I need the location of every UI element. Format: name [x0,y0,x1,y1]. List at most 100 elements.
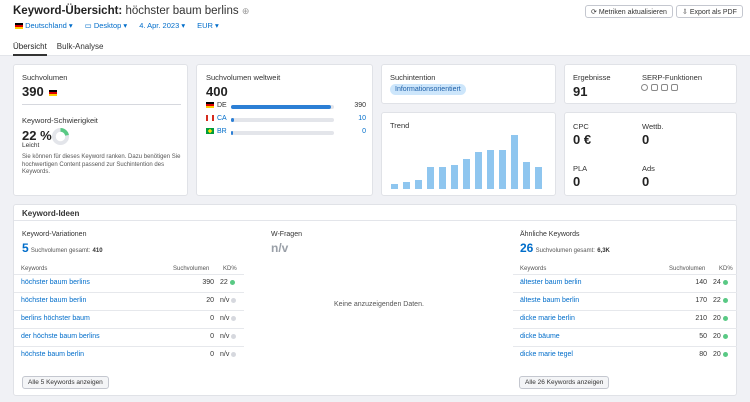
keyword-link[interactable]: der höchste baum berlins [21,333,100,340]
featured-snippet-icon[interactable] [641,84,648,91]
difficulty-level: Leicht [22,142,40,149]
trend-bar [523,162,530,189]
tab-overview[interactable]: Übersicht [13,42,47,56]
ads-label: Ads [642,164,655,173]
knowledge-icon[interactable] [671,84,678,91]
all-variations-button[interactable]: Alle 5 Keywords anzeigen [22,376,109,389]
keyword-link[interactable]: dicke bäume [520,333,560,340]
trend-bar [439,167,446,189]
results-card: Ergebnisse 91 SERP-Funktionen [564,64,737,104]
col-volume[interactable]: Suchvolumen [669,266,706,272]
country-code[interactable]: BR [217,128,227,135]
keyword-link[interactable]: dicke marie berlin [520,315,575,322]
title-prefix: Keyword-Übersicht: [13,5,123,17]
global-volume-card: Suchvolumen weltweit 400 DE 390 CA 10 BR… [196,64,373,196]
keyword-link[interactable]: höchster baum berlins [21,279,90,286]
country-volume[interactable]: 0 [362,128,366,135]
filter-country[interactable]: Deutschland ▾ [13,21,73,30]
kd-indicator-icon [722,279,728,285]
update-metrics-button[interactable]: ⟳ Metriken aktualisieren [585,5,673,18]
filter-country-label: Deutschland [25,21,67,30]
questions-label: W-Fragen [271,231,302,238]
col-keywords: Keywords [21,266,48,272]
related-summary: 26 Suchvolumen gesamt: 6,3K [520,241,610,255]
variations-total: 410 [92,248,103,254]
global-volume-label: Suchvolumen weltweit [206,73,281,82]
related-total: 6,3K [597,248,610,254]
kd-indicator-icon [722,351,728,357]
share-bar [231,131,334,135]
related-label: Ähnliche Keywords [520,231,580,238]
page-title: Keyword-Übersicht: höchster baum berlins… [13,5,249,17]
filter-date[interactable]: 4. Apr. 2023 ▾ [139,21,186,30]
related-count[interactable]: 26 [520,241,534,255]
filter-bar: Deutschland ▾ ▭ Desktop ▾ 4. Apr. 2023 ▾… [13,21,219,30]
flag-de-icon [206,102,214,109]
metrics-card: CPC 0 € Wettb. 0 PLA 0 Ads 0 [564,112,737,196]
results-value: 91 [573,84,588,99]
variations-count[interactable]: 5 [22,241,29,255]
export-pdf-button[interactable]: ⇩ Export als PDF [676,5,743,18]
keyword-link[interactable]: ältester baum berlin [520,279,582,286]
share-bar-fill [231,118,234,122]
keyword-link[interactable]: höchster baum berlin [21,297,87,304]
volume-cell: 0 [210,351,214,358]
volume-cell: 0 [210,333,214,340]
country-row-de: DE 390 [206,102,366,112]
volume-cell: 20 [206,297,214,304]
col-kd[interactable]: KD% [223,266,237,272]
volume-label: Suchvolumen [22,73,68,82]
keyword-link[interactable]: höchste baum berlin [21,351,85,358]
reviews-icon[interactable] [651,84,658,91]
kd-cell: n/v [220,315,237,322]
difficulty-label: Keyword-Schwierigkeit [22,116,98,125]
intent-card: Suchintention Informationsorientiert [381,64,556,104]
difficulty-donut-arc [51,127,70,146]
all-related-button[interactable]: Alle 26 Keywords anzeigen [519,376,610,389]
filter-currency[interactable]: EUR ▾ [197,21,219,30]
kd-value: 22 [220,279,228,286]
keyword-link[interactable]: berlins höchster baum [21,315,90,322]
flag-ca-icon [206,115,214,122]
filter-date-label: 4. Apr. 2023 [139,21,180,30]
export-pdf-label: Export als PDF [689,9,737,16]
kd-value: n/v [220,333,230,340]
share-bar [231,105,334,109]
keyword-ideas-card: Keyword-Ideen Keyword-Variationen 5 Such… [13,204,737,396]
kd-value: n/v [220,297,230,304]
kd-indicator-icon [231,297,237,303]
table-row: höchster baum berlins 390 22 [14,274,244,292]
volume-value: 390 [22,84,58,99]
keyword-link[interactable]: älteste baum berlin [520,297,580,304]
volume-cell: 50 [699,333,707,340]
intent-badge[interactable]: Informationsorientiert [390,84,466,95]
difficulty-value: 22 % [22,128,52,143]
questions-value: n/v [271,241,289,255]
competition-value: 0 [642,132,650,147]
col-kd[interactable]: KD% [719,266,733,272]
add-icon[interactable]: ⊕ [241,6,250,16]
images-icon[interactable] [661,84,668,91]
variations-total-label: Suchvolumen gesamt: [30,248,91,254]
col-volume[interactable]: Suchvolumen [173,266,210,272]
filter-device[interactable]: ▭ Desktop ▾ [84,21,128,30]
divider [14,220,736,221]
table-row: ältester baum berlin 140 24 [513,274,737,292]
kd-value: 22 [713,297,721,304]
kd-indicator-icon [722,315,728,321]
keyword-link[interactable]: dicke marie tegel [520,351,573,358]
trend-bar [463,159,470,189]
update-metrics-label: Metriken aktualisieren [598,9,667,16]
pla-value: 0 [573,174,581,189]
table-row: berlins höchster baum 0 n/v [14,310,244,328]
country-code[interactable]: CA [217,115,227,122]
tab-bulk-analysis[interactable]: Bulk-Analyse [56,42,104,51]
trend-bar [487,150,494,189]
kd-cell: 22 [220,279,235,286]
country-volume[interactable]: 10 [358,115,366,122]
kd-cell: n/v [220,297,237,304]
table-row: höchste baum berlin 0 n/v [14,346,244,364]
ads-value: 0 [642,174,650,189]
flag-de-icon [49,89,58,96]
tab-bar: Übersicht Bulk-Analyse [13,42,103,56]
